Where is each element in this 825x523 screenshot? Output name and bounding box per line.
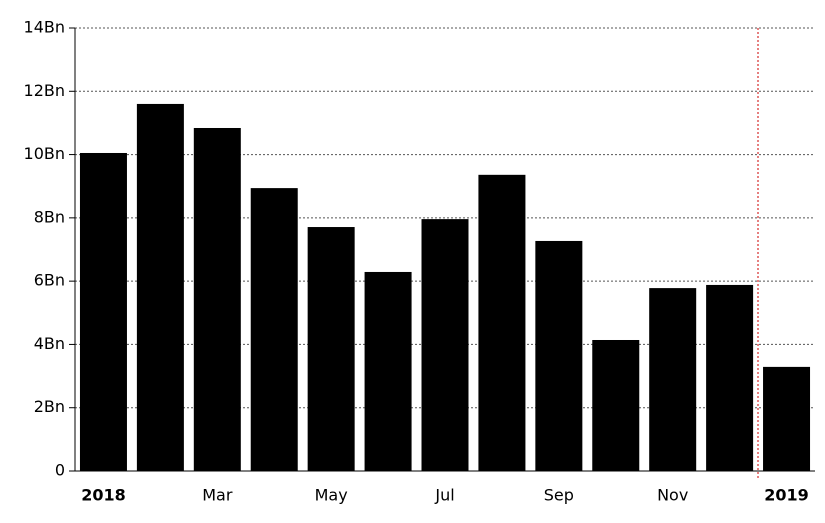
bar xyxy=(307,227,355,471)
bar xyxy=(535,240,583,471)
bar xyxy=(421,219,469,471)
bar xyxy=(250,188,298,471)
y-tick-label: 8Bn xyxy=(34,207,65,226)
x-tick-label: May xyxy=(315,486,348,505)
y-tick-label: 10Bn xyxy=(24,144,65,163)
x-tick-label: Mar xyxy=(202,486,233,505)
bar xyxy=(136,103,184,471)
y-tick-label: 12Bn xyxy=(24,81,65,100)
x-tick-label: Nov xyxy=(657,486,688,505)
x-tick-label: Jul xyxy=(434,486,454,505)
bar xyxy=(364,271,412,471)
x-tick-label: Sep xyxy=(544,486,574,505)
y-tick-label: 2Bn xyxy=(34,397,65,416)
bar xyxy=(649,288,697,471)
y-tick-label: 14Bn xyxy=(24,18,65,37)
y-tick-label: 6Bn xyxy=(34,271,65,290)
bar xyxy=(193,127,241,472)
bar xyxy=(763,366,811,471)
bar xyxy=(79,152,127,471)
bar xyxy=(592,339,640,471)
y-tick-label: 4Bn xyxy=(34,334,65,353)
x-tick-label: 2019 xyxy=(764,486,809,505)
y-tick-label: 0 xyxy=(55,461,65,480)
bar xyxy=(478,174,526,471)
bar xyxy=(706,284,754,471)
x-tick-label: 2018 xyxy=(81,486,126,505)
